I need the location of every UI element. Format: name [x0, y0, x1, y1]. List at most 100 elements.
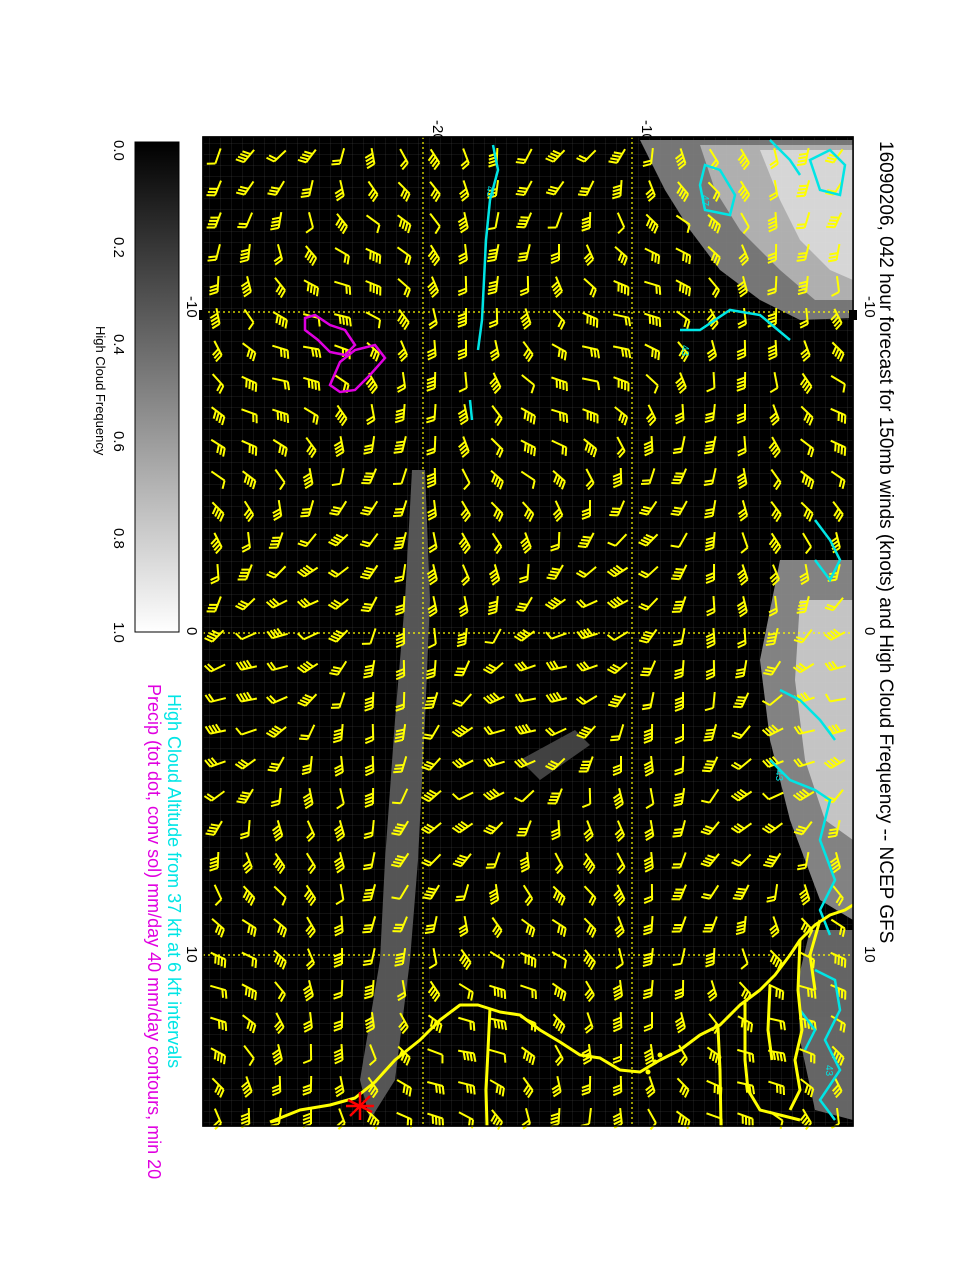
wind-barb — [544, 597, 567, 610]
wind-barb — [273, 885, 287, 906]
wind-barb — [802, 532, 812, 555]
wind-barb — [457, 275, 468, 297]
wind-barb — [551, 408, 569, 423]
wind-barb — [522, 340, 534, 363]
wind-barb — [551, 982, 567, 1002]
wind-barb — [612, 1107, 623, 1129]
wind-barb — [303, 407, 319, 425]
wind-barb — [327, 566, 349, 578]
wind-barb — [272, 408, 290, 423]
wind-barb — [363, 435, 376, 455]
wind-barb — [520, 984, 537, 1000]
wind-barb — [207, 244, 221, 262]
wind-barb — [800, 438, 815, 458]
wind-barb — [458, 436, 470, 458]
wind-barb — [305, 436, 317, 459]
wind-barb — [733, 692, 750, 709]
wind-barb — [454, 660, 471, 677]
wind-barb — [616, 436, 626, 459]
wind-barb — [452, 693, 473, 707]
wind-barb — [730, 822, 753, 834]
wind-barb — [331, 148, 346, 166]
wind-barb — [458, 532, 471, 555]
wind-barb — [421, 757, 442, 771]
wind-barb — [612, 1044, 622, 1064]
wind-barb — [204, 629, 225, 643]
wind-barb — [609, 500, 626, 517]
wind-barb — [799, 372, 813, 395]
wind-barb — [767, 243, 778, 264]
wind-barb — [451, 724, 474, 738]
wind-barb — [797, 275, 809, 296]
wind-barb — [761, 791, 784, 801]
wind-barb — [213, 884, 223, 907]
wind-barb — [644, 343, 661, 361]
wind-barb — [582, 408, 599, 424]
wind-barb — [235, 597, 256, 611]
wind-barb — [796, 243, 810, 262]
wind-barb — [329, 660, 348, 676]
wind-barb — [206, 180, 222, 197]
wind-barb — [769, 404, 780, 426]
wind-barb — [460, 500, 471, 523]
wind-barb — [391, 884, 409, 900]
wind-barb — [616, 852, 626, 875]
wind-barb — [460, 564, 471, 586]
wind-barb — [483, 756, 505, 768]
wind-barb — [519, 308, 532, 330]
wind-barb — [333, 947, 344, 968]
wind-barb — [606, 662, 628, 675]
wind-barb — [487, 595, 499, 616]
wind-barb — [706, 340, 718, 362]
wind-barb — [576, 149, 597, 163]
wind-barb — [800, 405, 814, 426]
wind-barb — [204, 757, 226, 768]
wind-barb — [391, 820, 409, 836]
wind-barb — [832, 501, 844, 523]
wind-barb — [327, 598, 349, 610]
wind-barb — [583, 244, 595, 267]
wind-barb — [799, 307, 809, 329]
wind-barb — [671, 852, 687, 869]
wind-barb — [644, 819, 655, 842]
wind-barb — [576, 627, 598, 640]
wind-barb — [763, 660, 782, 676]
wind-barb — [552, 885, 566, 906]
wind-barb — [737, 307, 747, 329]
wind-barb — [583, 820, 594, 842]
wind-barb — [800, 340, 811, 362]
wind-barb — [671, 916, 687, 933]
wind-barb — [520, 951, 537, 968]
wind-barb — [545, 757, 566, 771]
wind-barb — [330, 692, 346, 709]
wind-barb — [303, 376, 321, 391]
wind-barb — [551, 951, 567, 969]
wind-barb — [674, 148, 687, 170]
wind-barb — [614, 406, 629, 426]
wind-barb — [204, 693, 227, 703]
wind-barb — [763, 852, 782, 868]
wind-barb — [740, 532, 749, 554]
wind-barb — [700, 853, 720, 868]
wind-barb — [736, 564, 749, 586]
wind-barb — [365, 311, 382, 329]
wind-barb — [520, 407, 536, 425]
wind-barb — [333, 820, 346, 842]
wind-barb — [761, 724, 784, 737]
wind-barb — [770, 468, 782, 491]
wind-barb — [210, 532, 223, 555]
wind-barb — [203, 790, 226, 802]
wind-barb — [736, 339, 747, 361]
wind-barb — [515, 180, 533, 197]
wind-barb — [422, 724, 440, 740]
wind-barb — [210, 406, 226, 426]
wind-barb — [607, 692, 627, 708]
wind-barb — [243, 500, 255, 523]
wind-barb — [490, 501, 504, 522]
wind-barb — [642, 979, 654, 1000]
wind-barb — [767, 1017, 786, 1031]
wind-barb — [420, 789, 442, 803]
wind-barb — [398, 1012, 409, 1035]
wind-barb — [333, 1043, 344, 1065]
